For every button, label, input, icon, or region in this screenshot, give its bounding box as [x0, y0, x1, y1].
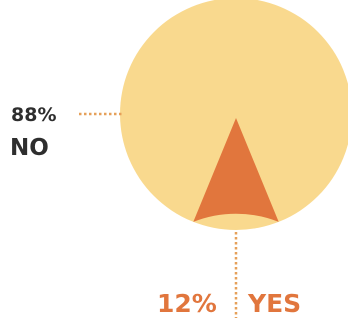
slice-yes	[193, 118, 279, 222]
yes-label: YES	[248, 289, 302, 318]
pie-slices	[120, 0, 348, 230]
yes-percent-label: 12%	[157, 289, 217, 318]
no-percent-label: 88%	[11, 104, 57, 126]
no-label: NO	[10, 135, 49, 161]
leader-lines	[79, 112, 238, 318]
slice-no	[120, 0, 348, 230]
